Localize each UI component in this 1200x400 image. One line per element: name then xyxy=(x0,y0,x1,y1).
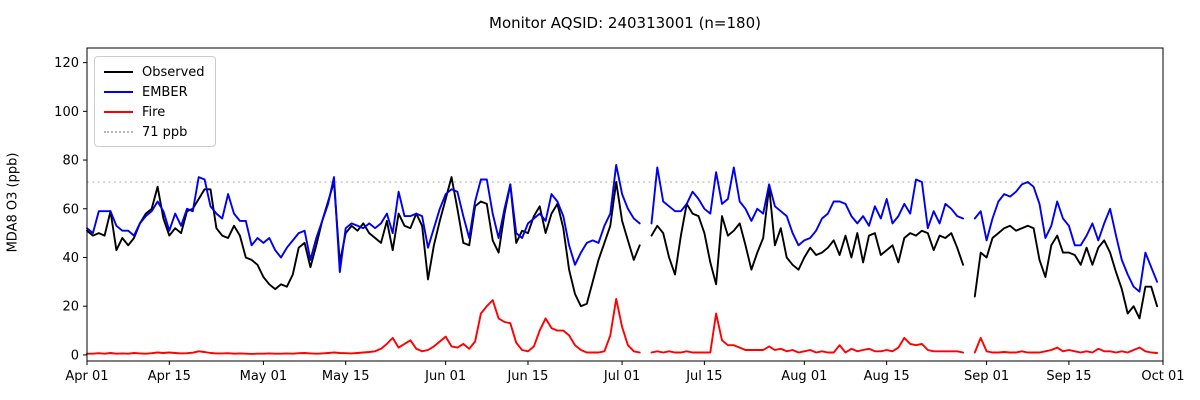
y-tick-label: 60 xyxy=(62,202,79,217)
y-tick-label: 40 xyxy=(62,251,79,266)
legend-swatch xyxy=(104,71,133,73)
legend-swatch xyxy=(104,131,133,133)
plot-border xyxy=(86,47,1164,362)
legend-swatch xyxy=(104,91,133,93)
y-tick-label: 20 xyxy=(62,300,79,315)
y-tick-label: 0 xyxy=(71,348,79,363)
y-tick-label: 120 xyxy=(54,56,79,71)
x-tick-label: Jun 15 xyxy=(506,369,548,384)
x-tick-label: Apr 01 xyxy=(65,369,108,384)
x-tick-label: Jul 15 xyxy=(685,369,722,384)
x-tick-label: Sep 15 xyxy=(1046,369,1091,384)
x-tick-label: Aug 15 xyxy=(864,369,910,384)
chart-title: Monitor AQSID: 240313001 (n=180) xyxy=(489,14,761,32)
legend-item-fire: Fire xyxy=(104,104,205,120)
legend-item-observed: Observed xyxy=(104,64,205,80)
y-tick-label: 80 xyxy=(62,154,79,169)
x-tick-label: Jul 01 xyxy=(603,369,640,384)
x-tick-label: Jun 01 xyxy=(424,369,466,384)
legend: Observed EMBER Fire 71 ppb xyxy=(94,56,216,147)
legend-item-ember: EMBER xyxy=(104,84,205,100)
x-tick-label: May 01 xyxy=(240,369,288,384)
x-tick-label: Aug 01 xyxy=(781,369,827,384)
legend-label: 71 ppb xyxy=(142,124,188,140)
series-line-fire xyxy=(86,297,1159,355)
y-axis-label: MDA8 O3 (ppb) xyxy=(5,152,21,253)
legend-swatch xyxy=(104,111,133,113)
legend-label: Observed xyxy=(142,64,205,80)
series-line-ember xyxy=(86,163,1159,293)
x-tick-label: May 15 xyxy=(322,369,370,384)
x-tick-label: Sep 01 xyxy=(964,369,1009,384)
legend-item-71-ppb: 71 ppb xyxy=(104,124,205,140)
legend-label: EMBER xyxy=(142,84,188,100)
series-line-observed xyxy=(86,176,1159,320)
x-tick-label: Oct 01 xyxy=(1141,369,1184,384)
x-tick-label: Apr 15 xyxy=(148,369,191,384)
legend-label: Fire xyxy=(142,104,166,120)
y-tick-label: 100 xyxy=(54,105,79,120)
